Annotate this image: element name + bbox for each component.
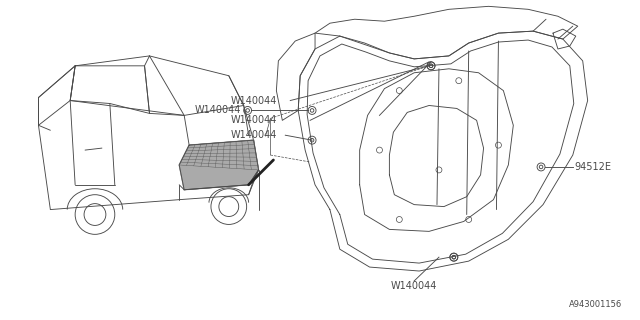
Text: A943001156: A943001156	[569, 300, 622, 309]
Text: W140044: W140044	[231, 115, 277, 125]
Polygon shape	[179, 140, 259, 190]
Text: W140044: W140044	[231, 96, 277, 106]
Text: W140044: W140044	[195, 105, 241, 116]
Text: W140044: W140044	[231, 130, 277, 140]
Text: W140044: W140044	[391, 281, 437, 291]
Text: 94512E: 94512E	[575, 162, 612, 172]
